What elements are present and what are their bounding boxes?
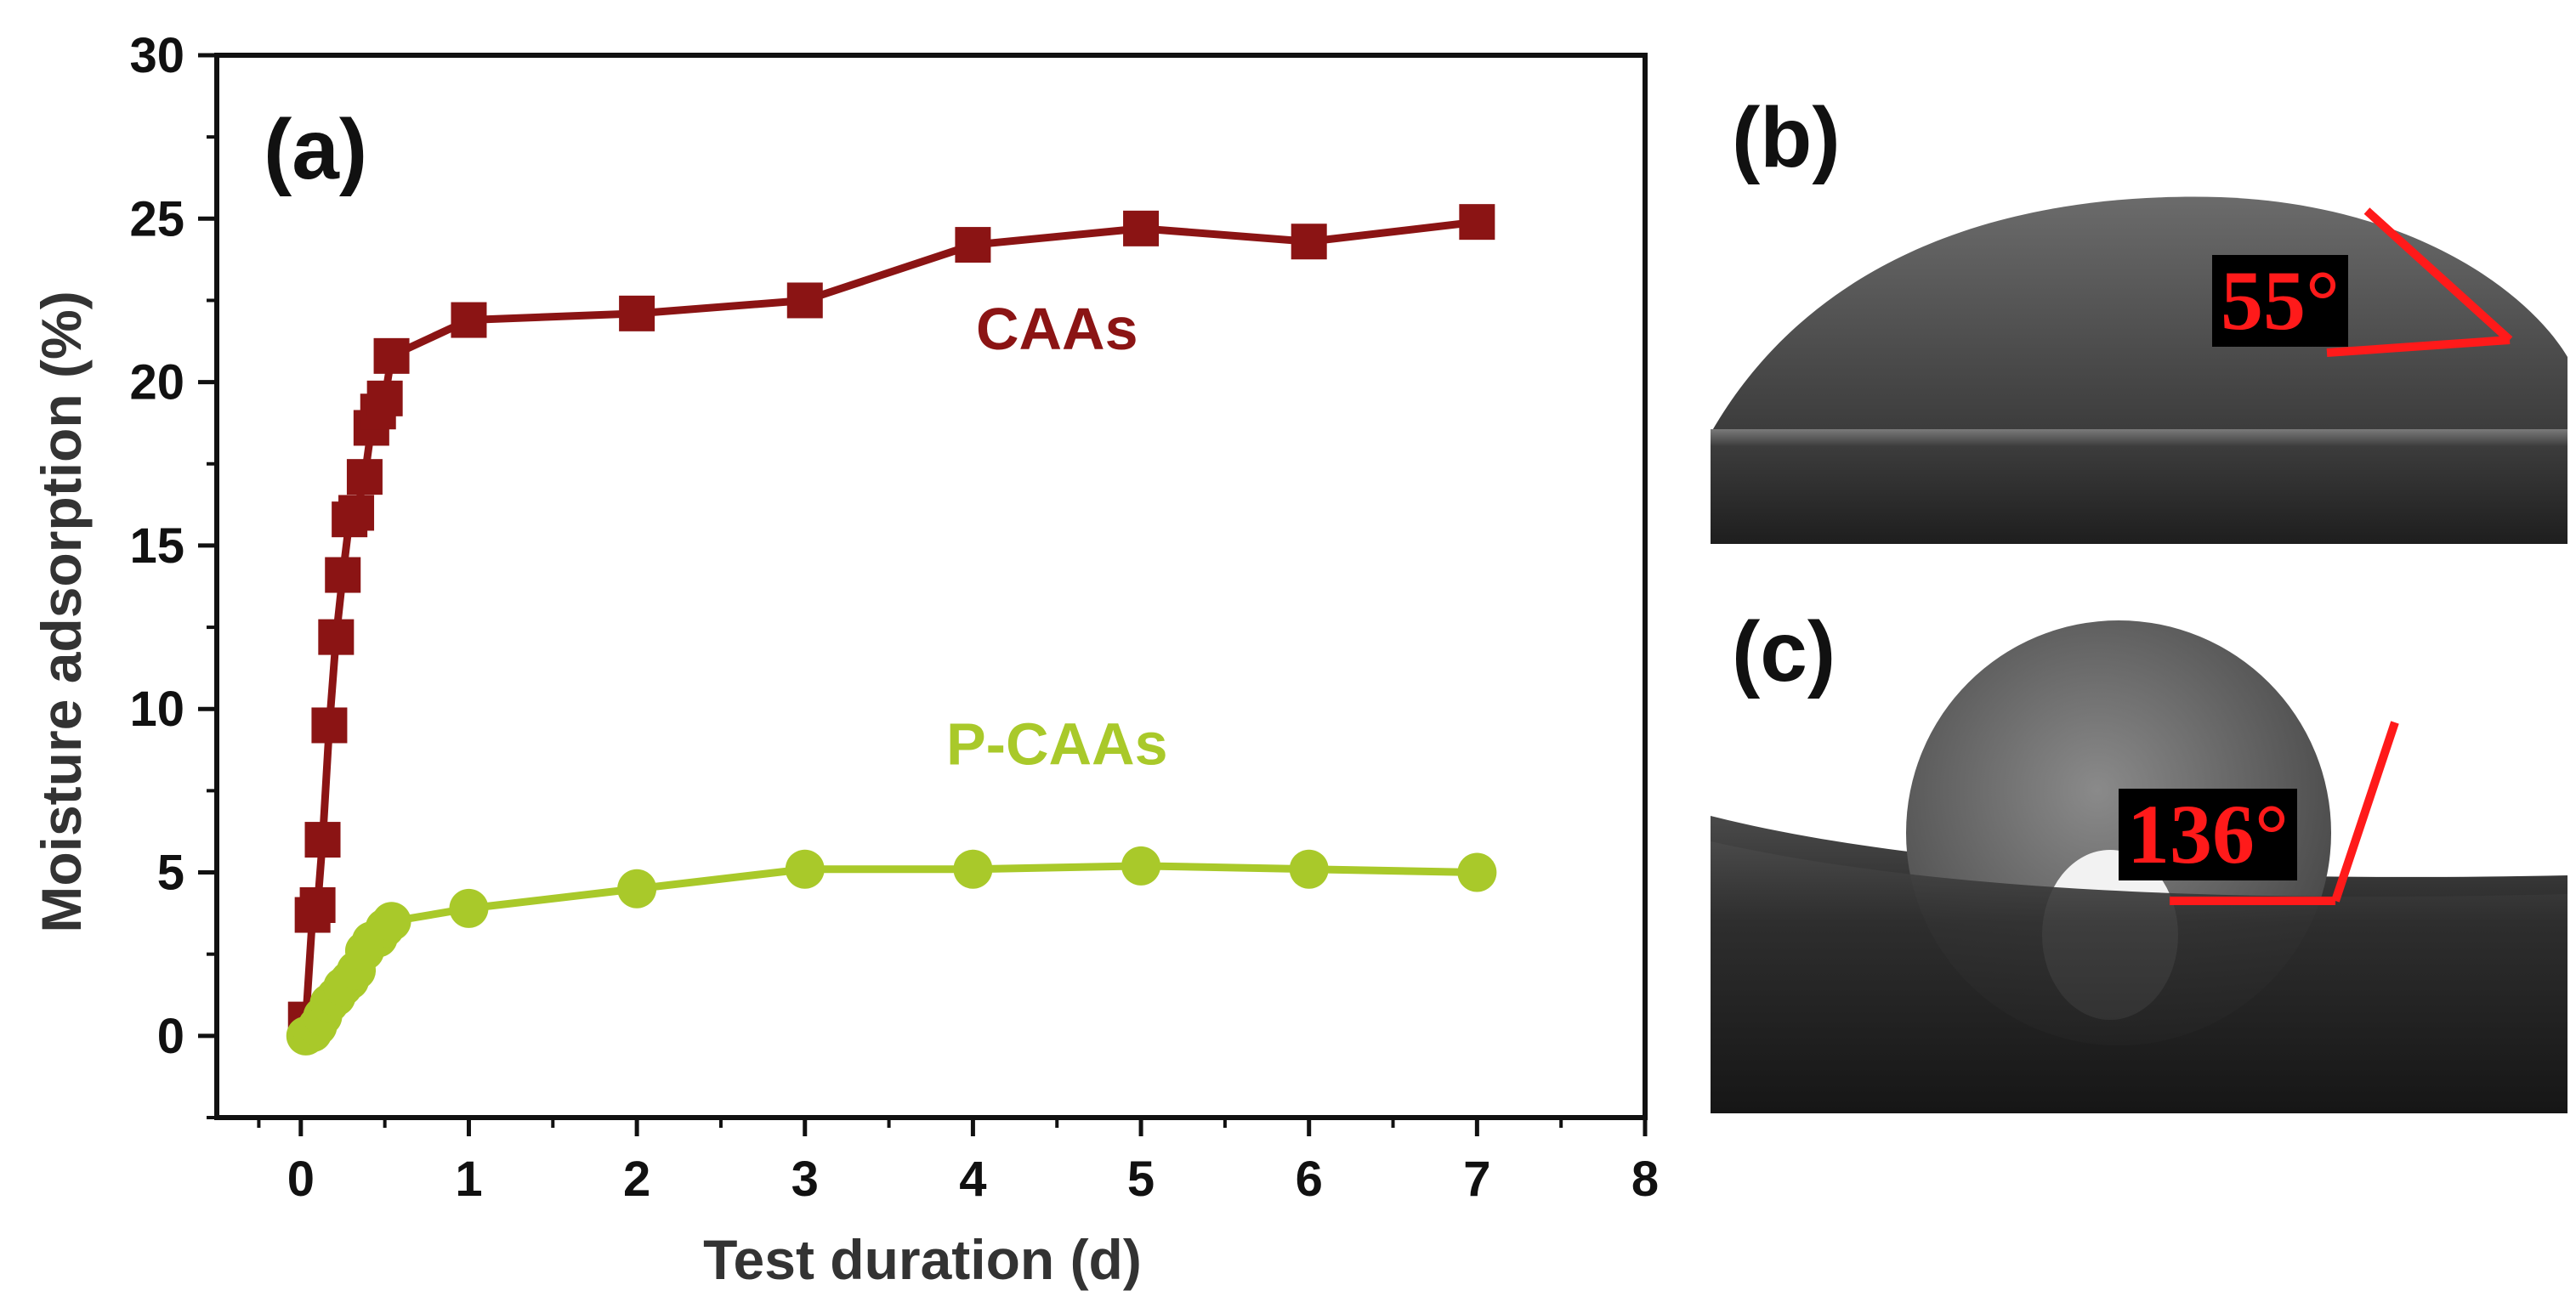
data-point-square [955,227,991,263]
y-tick-label: 10 [129,682,184,737]
y-tick-label: 20 [129,355,184,410]
contact-angle-value-b: 55° [2212,255,2348,347]
plot-frame [214,53,1648,1120]
data-point-square [299,887,336,923]
x-tick-label: 3 [792,1152,819,1207]
x-tick-label: 8 [1631,1152,1659,1207]
contact-angle-photo-c: (c) 136° [1711,578,2567,1113]
panel-label-c: (c) [1732,604,1836,699]
data-point-square [318,619,355,655]
baseline-line-b [2326,336,2511,357]
data-point-circle [449,888,489,928]
data-point-circle [1289,849,1329,889]
data-point-square [619,295,655,331]
y-tick-label: 5 [157,846,184,901]
x-tick-label: 7 [1463,1152,1490,1207]
y-tick-label: 0 [157,1009,184,1064]
data-point-square [304,822,341,858]
moisture-adsorption-chart: 0 1 2 3 4 5 6 7 8 0 5 10 15 20 25 30 Test duration (d) Mo… [30,28,1659,1291]
x-axis-label: Test duration (d) [703,1228,1142,1291]
data-point-square [311,707,348,744]
panel-label-b: (b) [1732,90,1841,185]
series-annotation-p-caas: P-CAAs [946,711,1168,778]
data-point-square [1123,210,1160,246]
data-point-square [451,302,487,338]
x-tick-label: 6 [1296,1152,1323,1207]
tangent-line-b [2363,207,2513,343]
y-tick-label: 25 [129,191,184,246]
data-point-square [373,337,410,374]
data-point-circle [1457,852,1497,892]
y-tick-label: 30 [129,28,184,83]
data-point-circle [617,869,657,909]
data-point-circle [953,849,993,889]
y-tick-label: 15 [129,518,184,574]
y-axis-label: Moisture adsorption (%) [30,291,93,932]
data-point-square [1291,224,1327,260]
data-point-circle [372,902,411,942]
contact-angle-value-c: 136° [2119,789,2297,880]
contact-angle-photo-b: (b) 55° [1711,0,2567,544]
panel-label-a: (a) [264,102,367,197]
series-line-p-caas [304,862,1478,1039]
data-point-square [366,380,403,416]
x-tick-label: 4 [959,1152,986,1207]
data-point-square [786,282,823,319]
data-point-square [346,459,383,495]
substrate-b [1711,429,2567,544]
data-point-square [338,495,375,531]
data-point-square [1459,204,1495,241]
data-point-square [325,557,361,593]
tangent-line-c [2331,721,2399,903]
x-tick-label: 1 [455,1152,482,1207]
x-tick-label: 0 [287,1152,315,1207]
x-tick-label: 5 [1127,1152,1155,1207]
data-point-circle [1121,846,1161,886]
data-point-circle [785,849,825,889]
x-tick-label: 2 [623,1152,650,1207]
series-annotation-caas: CAAs [976,296,1138,362]
droplet-b [1711,196,2567,442]
droplet-b-image [1711,0,2567,544]
